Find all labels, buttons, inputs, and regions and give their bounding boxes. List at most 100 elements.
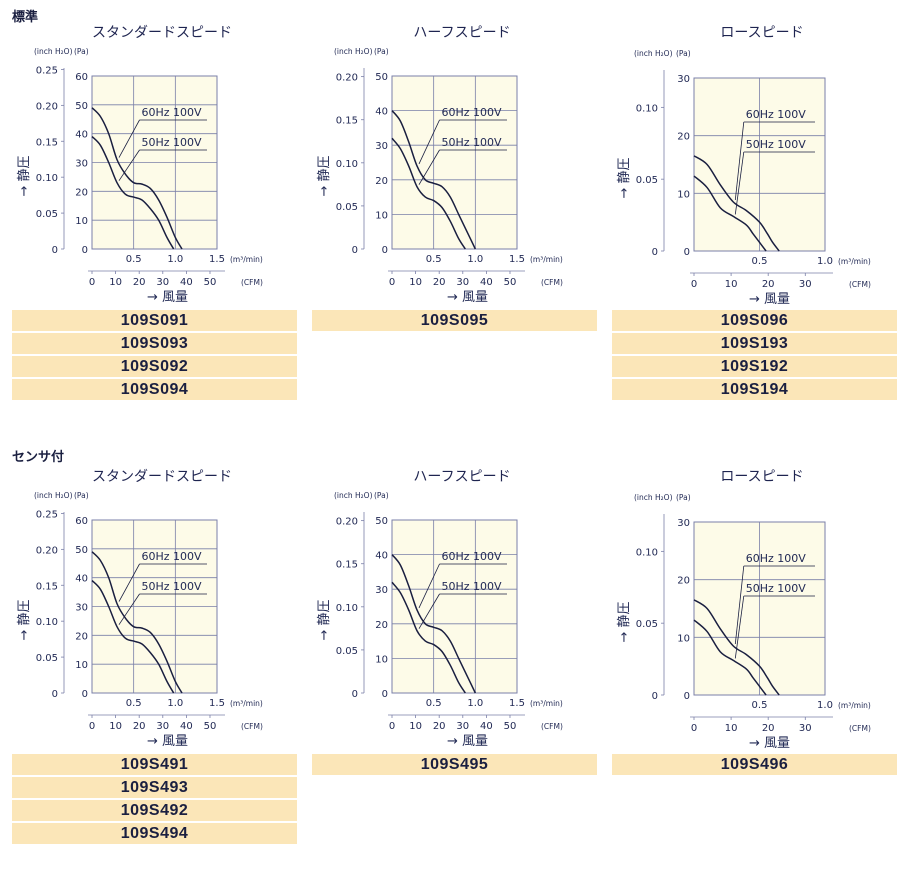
- y-tick-label-inch: 0.05: [36, 209, 58, 220]
- plot-area: [391, 75, 518, 250]
- y-tick-label-pa: 0: [382, 689, 388, 700]
- y-tick-label-pa: 10: [677, 189, 690, 200]
- y-tick-label-pa: 50: [375, 516, 388, 527]
- x-axis-label: → 風量: [147, 734, 188, 749]
- x-tick-label-m3: 1.5: [509, 698, 525, 709]
- x-tick-label-m3: 1.0: [817, 700, 833, 711]
- y-tick-label-pa: 20: [677, 576, 690, 587]
- series-leader-line: [118, 149, 140, 181]
- chart-panel-half-speed: ハーフスピード 0 10 20 30 40 50 0 0.05 0.10 0.15 0.20 (inc…: [312, 22, 612, 442]
- y-tick-label-pa: 40: [375, 551, 388, 562]
- series-leader-line: [734, 121, 745, 201]
- model-number: 109S194: [612, 379, 897, 400]
- x-unit-cfm: (CFM): [541, 278, 563, 287]
- model-list: 109S096 109S193 109S192 109S194: [612, 310, 897, 402]
- y-tick-label-inch: 0.10: [636, 103, 658, 114]
- x-unit-m3: (m³/min): [530, 255, 563, 264]
- series-line: [391, 581, 466, 694]
- y-tick-label-inch: 0.05: [336, 646, 358, 657]
- model-number: 109S092: [12, 356, 297, 377]
- chart-title: スタンダードスピード: [92, 469, 232, 485]
- y-tick-label-pa: 20: [677, 132, 690, 143]
- y-tick-label-inch: 0: [352, 245, 358, 256]
- x-tick-label-cfm: 30: [799, 723, 812, 734]
- x-tick-label-cfm: 40: [480, 721, 493, 732]
- x-tick-label-cfm: 20: [133, 277, 146, 288]
- section-label-sensor: センサ付: [12, 450, 65, 465]
- y-tick-label-inch: 0: [52, 245, 58, 256]
- x-axis-label: → 風量: [749, 292, 790, 307]
- x-axis-label: → 風量: [749, 736, 790, 751]
- y-unit-inch: (inch H₂O): [34, 491, 73, 500]
- y-unit-pa: (Pa): [74, 491, 89, 500]
- series-leader-line: [418, 563, 440, 609]
- y-tick-label-inch: 0.20: [36, 101, 58, 112]
- y-tick-label-pa: 10: [375, 654, 388, 665]
- y-tick-label-inch: 0.10: [36, 173, 58, 184]
- x-tick-label-m3: 1.0: [467, 698, 483, 709]
- y-tick-label-inch: 0.25: [36, 509, 58, 520]
- chart-title: ハーフスピード: [413, 25, 511, 41]
- pq-chart: 0 10 20 30 40 50 60 0 0.05 0.10 0.15 0.20 0.25 (inch …: [17, 491, 263, 749]
- chart-panel-standard-speed-sensor: スタンダードスピード 0 10 20 30 40 50 60 0 0.05 0.10 0.15 0.2…: [12, 466, 312, 886]
- x-tick-label-cfm: 10: [109, 721, 122, 732]
- y-tick-label-inch: 0.10: [336, 603, 358, 614]
- x-tick-label-cfm: 0: [389, 721, 395, 732]
- y-tick-label-inch: 0.15: [36, 137, 58, 148]
- chart-panel-low-speed: ロースピード 0 10 20 30 0 0.05 0.10 (inch H₂O) (Pa) → 静…: [612, 22, 900, 442]
- y-unit-inch: (inch H₂O): [634, 493, 673, 502]
- x-axis-label: → 風量: [447, 734, 488, 749]
- x-unit-m3: (m³/min): [838, 257, 871, 266]
- x-tick-label-cfm: 40: [180, 277, 193, 288]
- y-unit-inch: (inch H₂O): [34, 47, 73, 56]
- series-leader-line: [734, 595, 745, 659]
- x-tick-label-cfm: 20: [762, 723, 775, 734]
- x-tick-label-cfm: 50: [504, 721, 517, 732]
- x-unit-m3: (m³/min): [838, 701, 871, 710]
- x-tick-label-m3: 1.0: [467, 254, 483, 265]
- y-tick-label-inch: 0: [652, 691, 658, 702]
- y-axis-label: → 静圧: [17, 155, 32, 196]
- y-unit-inch: (inch H₂O): [334, 47, 373, 56]
- series-label: 60Hz 100V: [442, 550, 503, 563]
- y-tick-label-inch: 0: [352, 689, 358, 700]
- y-unit-pa: (Pa): [374, 491, 389, 500]
- x-tick-label-m3: 0.5: [752, 700, 768, 711]
- y-tick-label-pa: 0: [82, 689, 88, 700]
- model-number: 109S095: [312, 310, 597, 331]
- y-axis-label: → 静圧: [617, 157, 632, 198]
- x-tick-label-m3: 1.0: [167, 698, 183, 709]
- x-tick-label-cfm: 20: [433, 721, 446, 732]
- model-number: 109S492: [12, 800, 297, 821]
- y-tick-label-pa: 50: [375, 72, 388, 83]
- y-tick-label-pa: 20: [375, 620, 388, 631]
- y-tick-label-inch: 0.20: [336, 73, 358, 84]
- series-line: [391, 137, 466, 250]
- y-tick-label-inch: 0.05: [336, 202, 358, 213]
- y-unit-pa: (Pa): [676, 49, 691, 58]
- series-line: [91, 136, 175, 250]
- y-tick-label-pa: 40: [75, 130, 88, 141]
- y-tick-label-inch: 0.05: [636, 619, 658, 630]
- y-unit-pa: (Pa): [74, 47, 89, 56]
- series-leader-line: [118, 563, 140, 602]
- y-tick-label-pa: 10: [677, 633, 690, 644]
- x-tick-label-m3: 1.5: [209, 698, 225, 709]
- x-tick-label-cfm: 30: [156, 721, 169, 732]
- y-axis-label: → 静圧: [617, 601, 632, 642]
- x-tick-label-cfm: 40: [480, 277, 493, 288]
- y-tick-label-pa: 40: [375, 107, 388, 118]
- y-unit-pa: (Pa): [374, 47, 389, 56]
- pq-chart: 0 10 20 30 40 50 60 0 0.05 0.10 0.15 0.20 0.25 (inch …: [17, 47, 263, 305]
- y-tick-label-pa: 30: [75, 603, 88, 614]
- series-label: 50Hz 100V: [746, 138, 807, 151]
- x-tick-label-cfm: 30: [456, 277, 469, 288]
- y-tick-label-pa: 10: [75, 660, 88, 671]
- x-tick-label-m3: 0.5: [426, 698, 442, 709]
- x-tick-label-cfm: 20: [433, 277, 446, 288]
- x-unit-cfm: (CFM): [541, 722, 563, 731]
- y-tick-label-pa: 30: [375, 585, 388, 596]
- series-line: [391, 554, 477, 694]
- series-leader-line: [734, 565, 745, 645]
- model-number: 109S495: [312, 754, 597, 775]
